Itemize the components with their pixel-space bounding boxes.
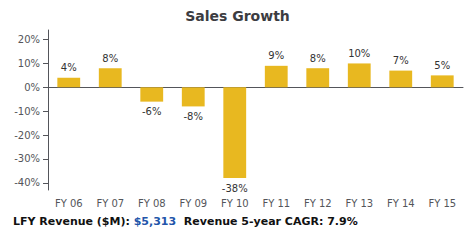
svg-text:10%: 10% <box>18 58 40 69</box>
svg-text:LFY Revenue ($M):: LFY Revenue ($M): <box>13 215 134 228</box>
svg-text:FY 08: FY 08 <box>138 198 166 209</box>
svg-text:10%: 10% <box>348 48 370 59</box>
svg-text:FY 07: FY 07 <box>96 198 124 209</box>
svg-text:$5,313: $5,313 <box>134 215 176 228</box>
svg-text:-10%: -10% <box>14 106 40 117</box>
svg-text:9%: 9% <box>268 50 284 61</box>
svg-text:8%: 8% <box>102 53 118 64</box>
svg-text:FY 13: FY 13 <box>345 198 373 209</box>
svg-text:-6%: -6% <box>142 106 161 117</box>
svg-text:-8%: -8% <box>184 111 203 122</box>
svg-text:FY 14: FY 14 <box>387 198 415 209</box>
svg-text:FY 09: FY 09 <box>179 198 207 209</box>
svg-text:FY 15: FY 15 <box>428 198 456 209</box>
svg-text:-20%: -20% <box>14 130 40 141</box>
svg-text:FY 06: FY 06 <box>55 198 83 209</box>
svg-text:7%: 7% <box>393 55 409 66</box>
svg-text:20%: 20% <box>18 34 40 45</box>
svg-text:Sales Growth: Sales Growth <box>185 8 290 24</box>
svg-text:0%: 0% <box>24 82 40 93</box>
svg-text:FY 10: FY 10 <box>221 198 249 209</box>
svg-text:-40%: -40% <box>14 177 40 188</box>
svg-text:4%: 4% <box>61 62 77 73</box>
svg-text:5%: 5% <box>434 60 450 71</box>
svg-text:FY 12: FY 12 <box>304 198 332 209</box>
svg-text:Revenue 5-year CAGR:: Revenue 5-year CAGR: <box>176 215 327 228</box>
svg-text:-38%: -38% <box>222 183 248 194</box>
svg-text:FY 11: FY 11 <box>262 198 290 209</box>
svg-text:-30%: -30% <box>14 153 40 164</box>
svg-text:8%: 8% <box>310 53 326 64</box>
svg-text:7.9%: 7.9% <box>327 215 358 228</box>
